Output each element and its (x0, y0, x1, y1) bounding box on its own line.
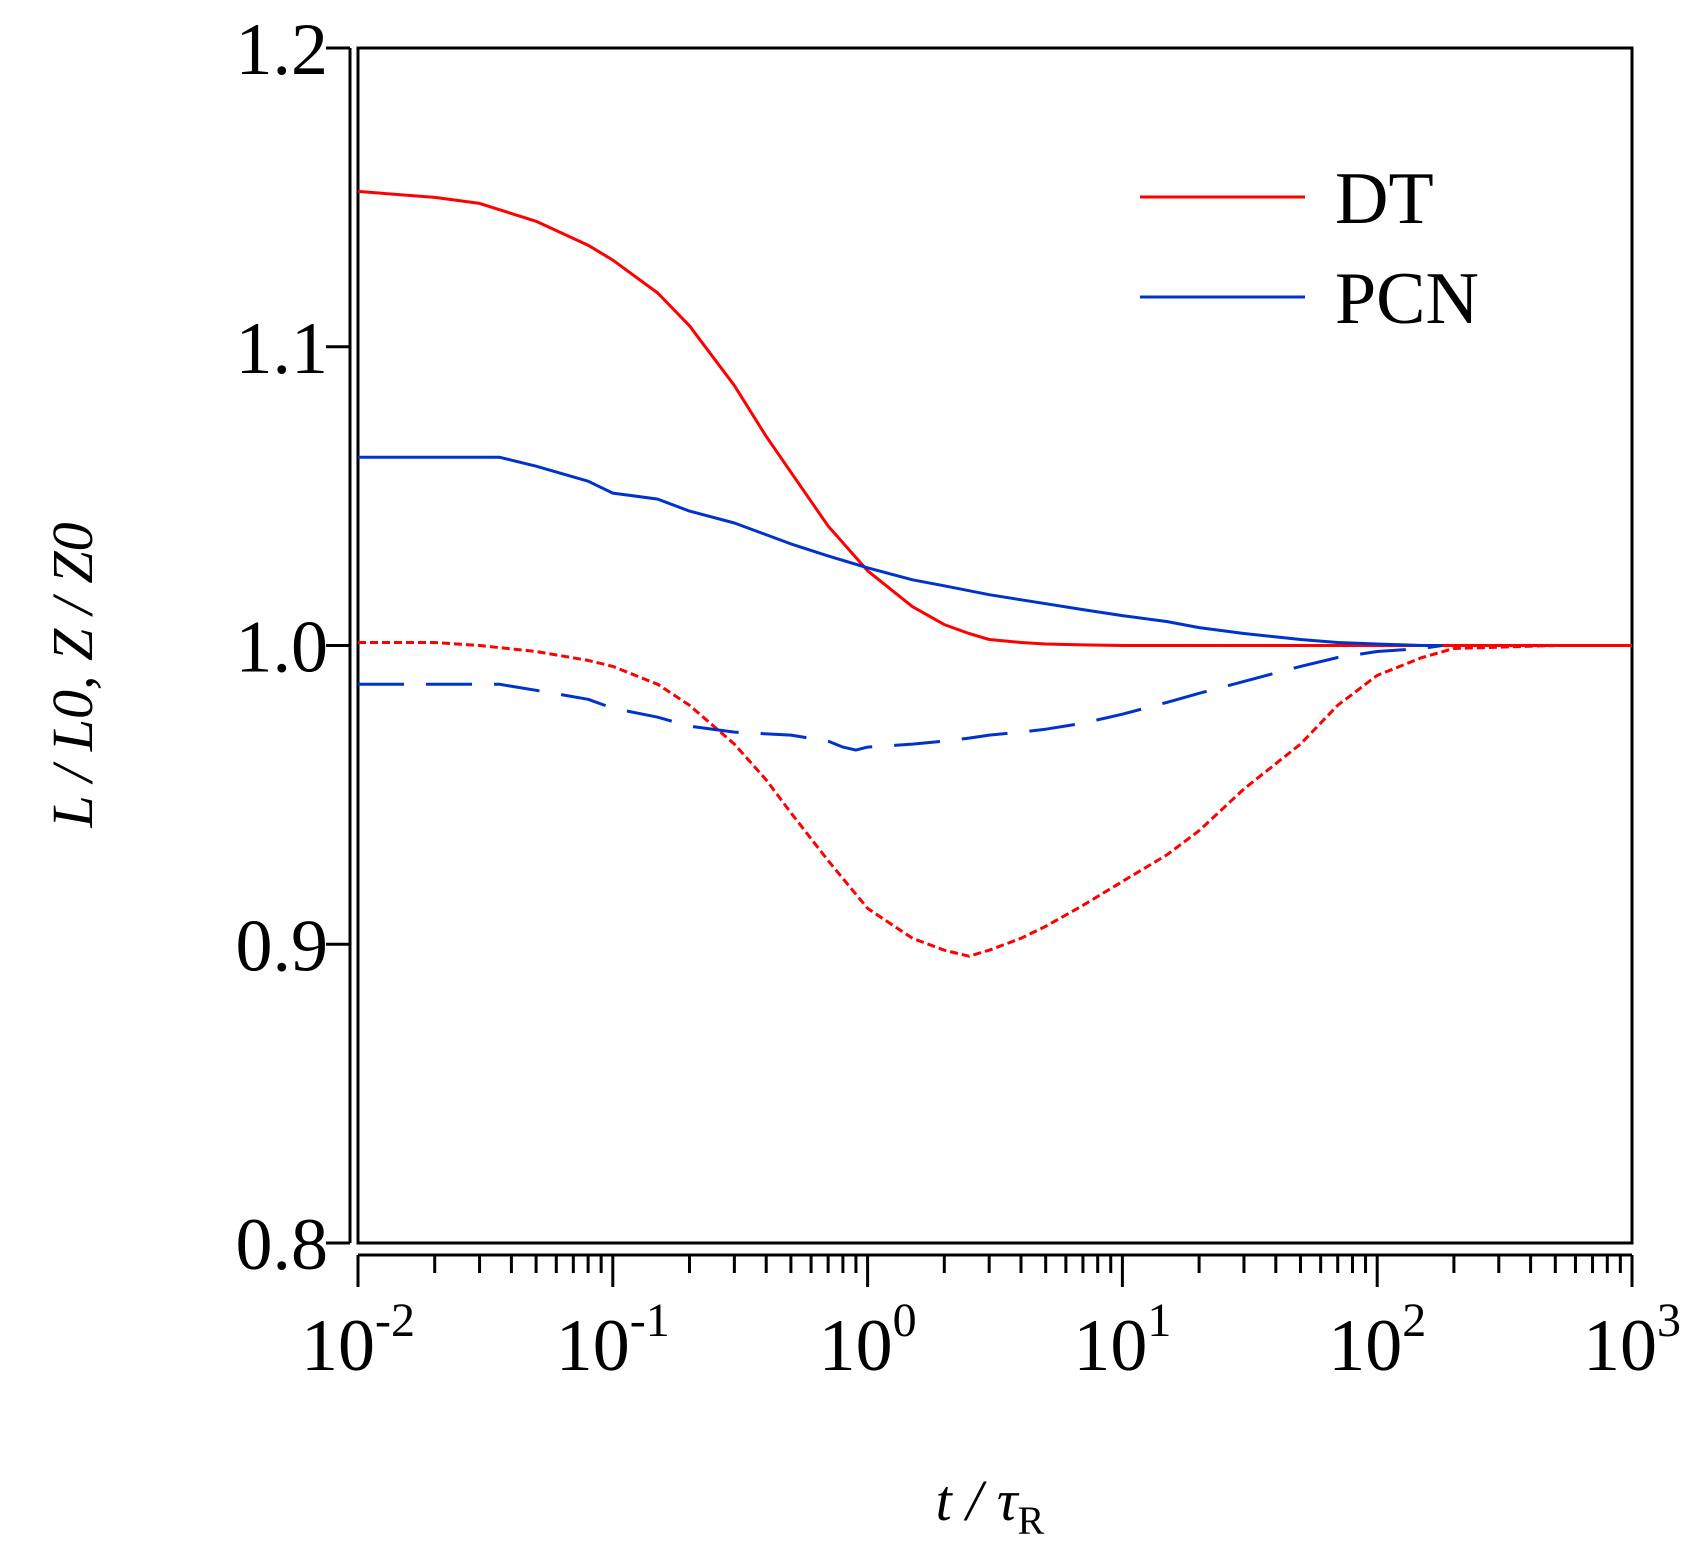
y-tick-label: 0.9 (236, 905, 329, 987)
series-line-pcn-z-z0 (358, 644, 1443, 752)
x-tick-base: 10 (1583, 1305, 1657, 1387)
x-axis-label: t / τR (936, 1468, 1045, 1543)
x-axis-label-subscript: R (1018, 1498, 1045, 1543)
y-tick-label: 1.2 (236, 9, 329, 91)
legend-label-pcn: PCN (1335, 258, 1479, 340)
y-axis-label: L / L0, Z / Z0 (40, 522, 105, 828)
x-tick-base: 10 (1328, 1305, 1402, 1387)
series-line-pcn-l-l0 (358, 455, 1443, 647)
x-tick-label: 102 (1328, 1294, 1426, 1387)
x-tick-base: 10 (556, 1305, 630, 1387)
y-tick-label: 0.8 (236, 1204, 329, 1286)
series-group (357, 189, 1632, 958)
series-line-dt-z-z0 (358, 641, 1632, 958)
x-tick-base: 10 (301, 1305, 375, 1387)
legend-label-dt: DT (1335, 158, 1434, 240)
x-tick-base: 10 (1073, 1305, 1147, 1387)
x-tick-exponent: 0 (893, 1294, 917, 1347)
y-tick-label: 1.1 (236, 308, 329, 390)
y-axis-ticks: 0.8 0.9 1.0 1.1 1.2 (236, 9, 350, 1286)
x-axis-label-main: t / τ (936, 1468, 1020, 1533)
x-tick-label: 101 (1073, 1294, 1171, 1387)
x-tick-label: 103 (1583, 1294, 1681, 1387)
x-tick-label: 100 (819, 1294, 917, 1387)
x-tick-exponent: 3 (1657, 1294, 1681, 1347)
x-tick-base: 10 (819, 1305, 893, 1387)
series-line-dt-l-l0 (357, 189, 1632, 647)
x-tick-exponent: -1 (630, 1294, 670, 1347)
x-tick-label: 10-2 (301, 1294, 415, 1387)
legend: DT PCN (1140, 158, 1479, 340)
x-tick-exponent: 1 (1147, 1294, 1171, 1347)
x-tick-exponent: -2 (375, 1294, 415, 1347)
x-tick-exponent: 2 (1402, 1294, 1426, 1347)
y-tick-label: 1.0 (236, 607, 329, 689)
x-axis-ticks: 10-2 10-1 100 101 102 103 (301, 1255, 1681, 1387)
x-tick-label: 10-1 (556, 1294, 670, 1387)
